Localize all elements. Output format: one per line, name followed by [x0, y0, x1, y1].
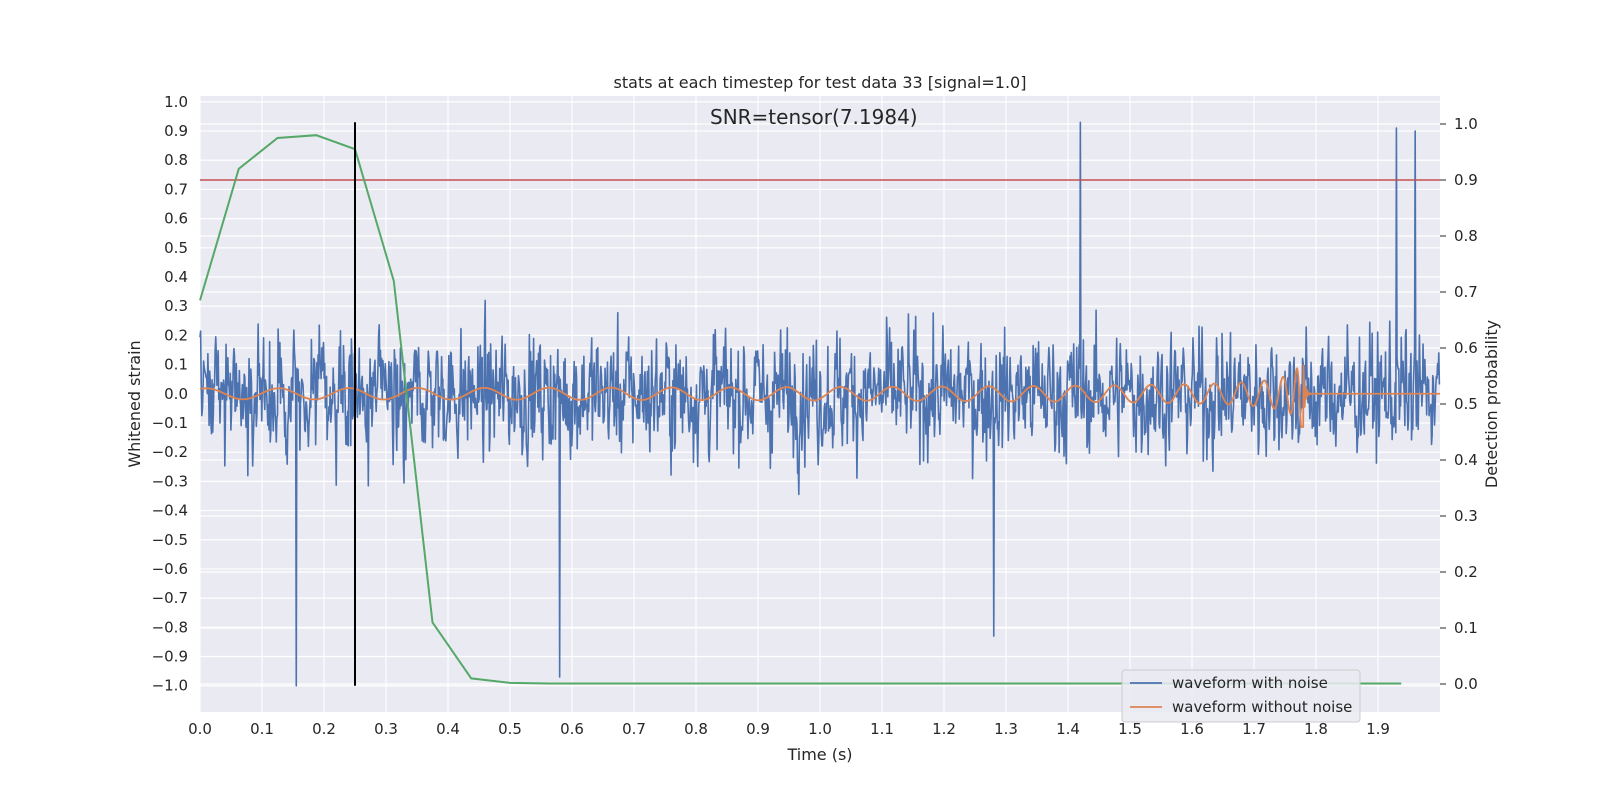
right-y-tick-label: 0.9 [1454, 171, 1478, 189]
chart-title: stats at each timestep for test data 33 … [614, 73, 1027, 92]
x-tick-label: 1.3 [994, 720, 1018, 738]
left-y-tick-label: 0.2 [164, 326, 188, 344]
left-y-tick-label: −0.2 [152, 443, 188, 461]
x-tick-label: 0.3 [374, 720, 398, 738]
right-y-tick-label: 0.2 [1454, 563, 1478, 581]
left-y-tick-label: 0.7 [164, 180, 188, 198]
right-y-axis-label: Detection probability [1482, 320, 1501, 488]
x-tick-label: 0.2 [312, 720, 336, 738]
x-tick-label: 0.7 [622, 720, 646, 738]
x-axis-ticks: 0.0 0.1 0.2 0.3 0.4 0.5 0.6 0.7 0.8 0.9 1.0 1.1 1.2 1… [188, 720, 1390, 738]
x-tick-label: 1.1 [870, 720, 894, 738]
right-y-tick-label: 0.1 [1454, 619, 1478, 637]
left-y-tick-label: 0.4 [164, 268, 188, 286]
x-tick-label: 0.4 [436, 720, 460, 738]
x-tick-label: 0.1 [250, 720, 274, 738]
right-y-tick-label: 0.4 [1454, 451, 1478, 469]
right-y-tick-label: 1.0 [1454, 115, 1478, 133]
left-y-tick-label: −0.5 [152, 531, 188, 549]
right-y-tick-label: 0.7 [1454, 283, 1478, 301]
x-tick-label: 0.0 [188, 720, 212, 738]
x-tick-label: 1.7 [1242, 720, 1266, 738]
left-y-tick-label: −0.7 [152, 589, 188, 607]
right-y-tick-label: 0.3 [1454, 507, 1478, 525]
left-y-tick-label: −1.0 [152, 677, 188, 695]
x-tick-label: 1.0 [808, 720, 832, 738]
legend-label-noisy: waveform with noise [1172, 674, 1328, 692]
left-y-tick-label: 0.1 [164, 356, 188, 374]
left-y-tick-label: 0.9 [164, 122, 188, 140]
left-y-tick-label: −0.8 [152, 618, 188, 636]
x-tick-label: 1.8 [1304, 720, 1328, 738]
x-tick-label: 0.5 [498, 720, 522, 738]
x-tick-label: 1.6 [1180, 720, 1204, 738]
x-tick-label: 0.6 [560, 720, 584, 738]
left-y-tick-label: 0.6 [164, 210, 188, 228]
noisy-waveform-line [199, 121, 1441, 687]
right-y-tick-label: 0.0 [1454, 675, 1478, 693]
x-tick-label: 1.5 [1118, 720, 1142, 738]
left-y-tick-label: 0.0 [164, 385, 188, 403]
left-y-tick-label: 0.8 [164, 151, 188, 169]
left-y-tick-label: 0.5 [164, 239, 188, 257]
right-y-tick-label: 0.6 [1454, 339, 1478, 357]
x-tick-label: 1.4 [1056, 720, 1080, 738]
left-y-tick-label: 0.3 [164, 297, 188, 315]
left-y-tick-label: 1.0 [164, 93, 188, 111]
x-tick-label: 0.8 [684, 720, 708, 738]
left-y-tick-label: −0.1 [152, 414, 188, 432]
snr-annotation: SNR=tensor(7.1984) [710, 105, 918, 129]
series-waveform-with-noise [199, 121, 1441, 687]
left-y-tick-label: −0.4 [152, 502, 188, 520]
legend-label-clean: waveform without noise [1172, 698, 1352, 716]
legend-box [1121, 669, 1361, 723]
x-axis-label: Time (s) [786, 745, 852, 764]
left-y-axis-ticks: 1.0 0.9 0.8 0.7 0.6 0.5 0.4 0.3 0.2 0.1 0.0 −0.1 −0.… [152, 93, 188, 695]
left-y-tick-label: −0.9 [152, 648, 188, 666]
legend: waveform with noise waveform without noi… [1121, 669, 1361, 723]
x-tick-label: 1.9 [1366, 720, 1390, 738]
right-y-tick-label: 0.8 [1454, 227, 1478, 245]
left-y-tick-label: −0.3 [152, 472, 188, 490]
x-tick-label: 1.2 [932, 720, 956, 738]
right-y-axis-ticks: 1.0 0.9 0.8 0.7 0.6 0.5 0.4 0.3 0.2 0.1 0.0 [1440, 115, 1478, 693]
right-y-tick-label: 0.5 [1454, 395, 1478, 413]
x-tick-label: 0.9 [746, 720, 770, 738]
left-y-tick-label: −0.6 [152, 560, 188, 578]
left-y-axis-label: Whitened strain [125, 340, 144, 467]
